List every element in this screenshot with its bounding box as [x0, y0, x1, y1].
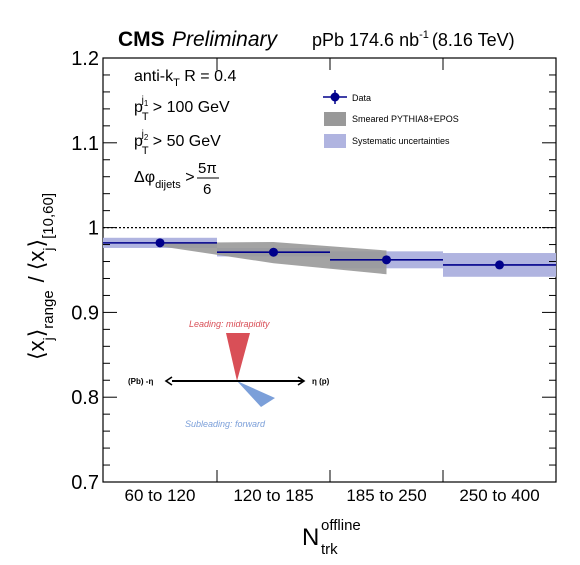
legend-data-label: Data: [352, 93, 371, 103]
subleading-jet-cone: [237, 381, 275, 407]
leading-jet-cone: [226, 333, 250, 381]
svg-text:offline: offline: [321, 517, 361, 534]
dphi-denominator: 6: [203, 181, 211, 198]
svg-text:trk: trk: [321, 541, 338, 558]
svg-text:⟨xj⟩range/⟨xj⟩[10,60]: ⟨xj⟩range/⟨xj⟩[10,60]: [24, 193, 57, 360]
y-tick-label: 1: [88, 218, 99, 240]
leading-label: Leading: midrapidity: [189, 319, 270, 329]
y-tick-label: 0.7: [71, 472, 99, 494]
x-axis: 60 to 120 120 to 185 185 to 250 250 to 400: [125, 58, 540, 505]
pt2-label: pTj2 > 50 GeV: [134, 129, 221, 157]
legend-mc-swatch: [324, 112, 346, 126]
legend-data-marker: [330, 92, 340, 102]
y-tick-label: 0.8: [71, 387, 99, 409]
cms-label: CMS: [118, 28, 165, 51]
pb-direction-label: (Pb) -η: [128, 377, 153, 386]
beam-arrow-left: [164, 376, 173, 386]
legend: Data Smeared PYTHIA8+EPOS Systematic unc…: [323, 90, 459, 148]
data-point: [155, 238, 165, 248]
dphi-numerator: 5π: [198, 160, 217, 177]
chart-header: CMS Preliminary pPb 174.6 nb-1 (8.16 TeV): [118, 28, 515, 51]
y-axis: 0.7 0.8 0.9 1 1.1 1.2: [71, 48, 556, 494]
dataset-label: pPb 174.6 nb-1 (8.16 TeV): [312, 29, 515, 50]
x-axis-label: N trk offline: [302, 517, 361, 558]
data-series: [103, 238, 556, 270]
x-category-label: 60 to 120: [125, 486, 196, 505]
data-point: [495, 260, 504, 270]
mc-band-shape: [160, 242, 387, 275]
legend-syst-label: Systematic uncertainties: [352, 136, 450, 146]
data-point: [269, 247, 278, 257]
legend-syst-swatch: [324, 134, 346, 148]
y-axis-label: ⟨xj⟩range/⟨xj⟩[10,60]: [24, 193, 57, 360]
x-category-label: 250 to 400: [459, 486, 539, 505]
p-direction-label: η (p): [312, 377, 330, 386]
selection-text: anti-kT R = 0.4 pTj1 > 100 GeV pTj2 > 50…: [134, 68, 236, 198]
dphi-label: Δφdijets >: [134, 169, 195, 191]
mc-band: [160, 242, 387, 275]
status-label: Preliminary: [172, 28, 279, 51]
algo-label: anti-kT R = 0.4: [134, 68, 236, 89]
kinematic-diagram: Leading: midrapidity (Pb) -η η (p) Suble…: [128, 319, 330, 429]
legend-item-syst: Systematic uncertainties: [324, 134, 450, 148]
beam-arrow-right: [297, 376, 306, 386]
y-tick-label: 1.1: [71, 133, 99, 155]
data-point: [382, 255, 391, 265]
y-tick-label: 0.9: [71, 302, 99, 324]
legend-mc-label: Smeared PYTHIA8+EPOS: [352, 114, 459, 124]
x-category-label: 120 to 185: [233, 486, 313, 505]
x-category-label: 185 to 250: [346, 486, 426, 505]
y-tick-label: 1.2: [71, 48, 99, 70]
legend-item-data: Data: [323, 90, 371, 104]
pt1-label: pTj1 > 100 GeV: [134, 95, 230, 123]
svg-text:N: N: [302, 524, 319, 551]
legend-item-mc: Smeared PYTHIA8+EPOS: [324, 112, 459, 126]
subleading-label: Subleading: forward: [185, 419, 266, 429]
